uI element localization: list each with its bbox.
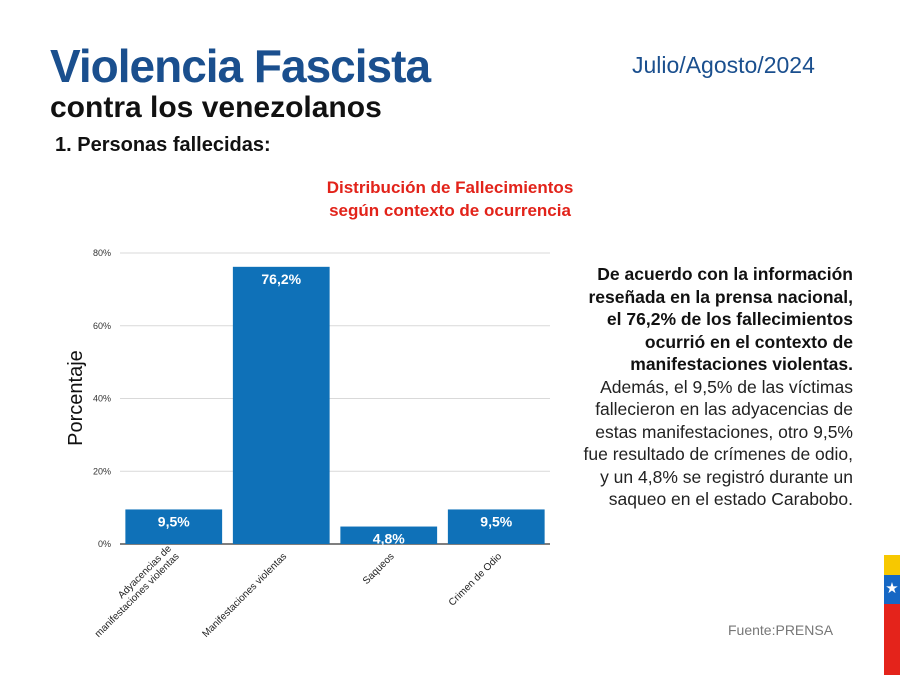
summary-text: De acuerdo con la información reseñada e… (575, 263, 853, 511)
chart-title-line-1: Distribución de Fallecimientos (326, 178, 574, 197)
x-tick-label-line: Saqueos (361, 551, 397, 587)
y-tick-label: 80% (93, 248, 111, 258)
chart-title: Distribución de Fallecimientos según con… (300, 176, 600, 222)
flag-red-stripe (884, 604, 900, 675)
y-axis-ticks: 0% 20% 40% 60% 80% (93, 248, 111, 549)
bar-value-label: 9,5% (480, 513, 512, 529)
x-tick-label: Crimen de Odio (447, 551, 505, 609)
y-tick-label: 20% (93, 466, 111, 476)
y-axis-label: Porcentaje (65, 350, 87, 446)
venezuela-flag-icon: ★ (884, 555, 900, 675)
x-tick-label-line: manifestaciones violentas (93, 551, 182, 640)
summary-text-bold: De acuerdo con la información reseñada e… (588, 264, 853, 374)
bar (232, 266, 330, 544)
chart-title-line-2: según contexto de ocurrencia (329, 201, 571, 220)
x-tick-label-line: Manifestaciones violentas (200, 551, 289, 640)
flag-yellow-stripe (884, 555, 900, 575)
x-axis-ticks: Adyacencias demanifestaciones violentas M… (85, 543, 505, 640)
star-icon: ★ (885, 579, 899, 597)
bar-value-label: 4,8% (373, 531, 405, 547)
bar (340, 526, 438, 544)
section-heading: 1. Personas fallecidas: (55, 134, 271, 156)
x-tick-label: Adyacencias demanifestaciones violentas (85, 543, 182, 640)
y-tick-label: 60% (93, 321, 111, 331)
x-tick-label: Saqueos (361, 551, 397, 587)
chart-gridlines (120, 252, 550, 545)
y-tick-label: 40% (93, 394, 111, 404)
source-label: Fuente:PRENSA (728, 622, 834, 638)
chart-bars: 9,5% 76,2% 4,8% 9,5% (125, 266, 545, 547)
bar-value-label: 76,2% (261, 271, 301, 287)
x-tick-label: Manifestaciones violentas (200, 551, 289, 640)
summary-text-normal: Además, el 9,5% de las víctimas fallecie… (583, 376, 853, 510)
bar (447, 509, 545, 544)
bar (125, 509, 223, 544)
date-label: Julio/Agosto/2024 (632, 52, 815, 78)
flag-blue-stripe: ★ (884, 575, 900, 604)
page-subtitle: contra los venezolanos (50, 91, 382, 124)
y-tick-label: 0% (98, 539, 111, 549)
bar-value-label: 9,5% (158, 513, 190, 529)
page-title: Violencia Fascista (50, 40, 431, 92)
x-tick-label-line: Crimen de Odio (447, 551, 505, 609)
